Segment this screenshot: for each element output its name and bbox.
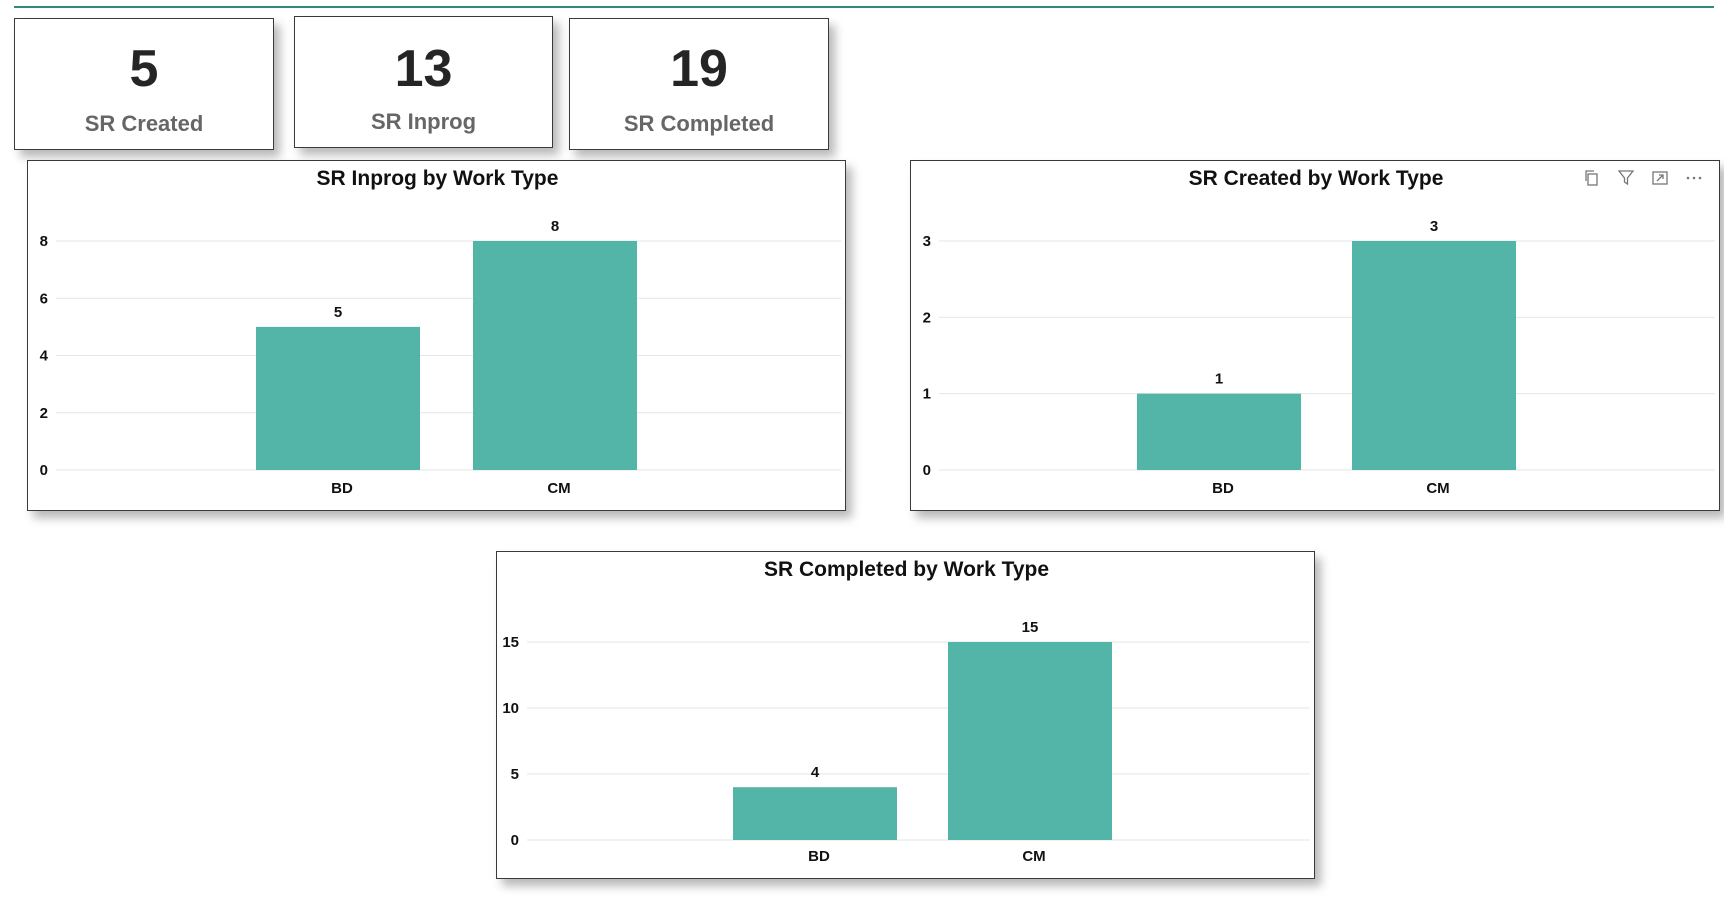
chart-sr-completed-by-work-type[interactable]: SR Completed by Work Type 0 5 10 15 4 BD 15 CM: [496, 551, 1315, 879]
filter-icon[interactable]: [1615, 167, 1637, 189]
y-tick-label: 0: [40, 462, 48, 479]
y-tick-label: 0: [923, 462, 931, 479]
y-tick-label: 6: [40, 290, 48, 307]
data-label: 15: [1022, 619, 1039, 636]
visual-header: [1581, 167, 1705, 189]
y-tick-label: 4: [40, 348, 49, 365]
bar-bd[interactable]: [1137, 393, 1301, 470]
data-label: 8: [551, 218, 559, 235]
data-label: 3: [1430, 218, 1438, 235]
x-category-label: CM: [1426, 480, 1449, 497]
bar-cm[interactable]: [1352, 241, 1516, 470]
top-accent-rule: [14, 6, 1714, 8]
y-tick-label: 0: [511, 832, 519, 849]
kpi-value: 13: [394, 40, 453, 98]
chart-title: SR Created by Work Type: [1189, 167, 1444, 190]
focus-mode-icon[interactable]: [1649, 167, 1671, 189]
y-tick-label: 3: [923, 233, 931, 250]
bar-cm[interactable]: [473, 241, 637, 470]
chart-title: SR Inprog by Work Type: [317, 167, 559, 190]
data-label: 5: [334, 304, 342, 321]
x-category-label: BD: [808, 848, 830, 865]
kpi-label: SR Created: [84, 111, 204, 136]
kpi-card-sr-created[interactable]: 5 SR Created: [14, 18, 274, 150]
chart-sr-created-by-work-type[interactable]: SR Created by Work Type 0 1 2 3 1 BD 3 CM: [910, 160, 1720, 511]
bar-chart: SR Inprog by Work Type 0 2 4 6 8 5 BD 8 CM: [40, 167, 841, 497]
y-tick-label: 2: [923, 309, 931, 326]
kpi-label: SR Inprog: [370, 109, 477, 134]
y-tick-label: 1: [923, 386, 931, 403]
y-tick-label: 10: [502, 700, 519, 717]
chart-title: SR Completed by Work Type: [764, 558, 1049, 581]
x-category-label: CM: [547, 480, 570, 497]
y-tick-label: 2: [40, 405, 48, 422]
data-label: 4: [811, 764, 820, 781]
bar-chart: SR Completed by Work Type 0 5 10 15 4 BD 15 CM: [502, 558, 1310, 865]
kpi-label: SR Completed: [623, 111, 775, 136]
kpi-card-sr-inprog[interactable]: 13 SR Inprog: [294, 16, 553, 148]
kpi-card-sr-completed[interactable]: 19 SR Completed: [569, 18, 829, 150]
chart-sr-inprog-by-work-type[interactable]: SR Inprog by Work Type 0 2 4 6 8 5 BD 8 CM: [27, 160, 846, 511]
kpi-value: 19: [670, 40, 728, 98]
bar-cm[interactable]: [948, 642, 1112, 840]
copy-icon[interactable]: [1581, 167, 1603, 189]
data-label: 1: [1215, 371, 1223, 388]
x-category-label: BD: [1212, 480, 1234, 497]
x-category-label: CM: [1022, 848, 1045, 865]
x-category-label: BD: [331, 480, 353, 497]
more-options-icon[interactable]: [1683, 167, 1705, 189]
kpi-value: 5: [129, 40, 159, 98]
bar-bd[interactable]: [733, 787, 897, 840]
bar-bd[interactable]: [256, 326, 420, 470]
y-tick-label: 5: [511, 766, 519, 783]
y-tick-label: 8: [40, 233, 48, 250]
bar-chart: SR Created by Work Type 0 1 2 3 1 BD 3 CM: [923, 167, 1715, 497]
y-tick-label: 15: [502, 634, 519, 651]
